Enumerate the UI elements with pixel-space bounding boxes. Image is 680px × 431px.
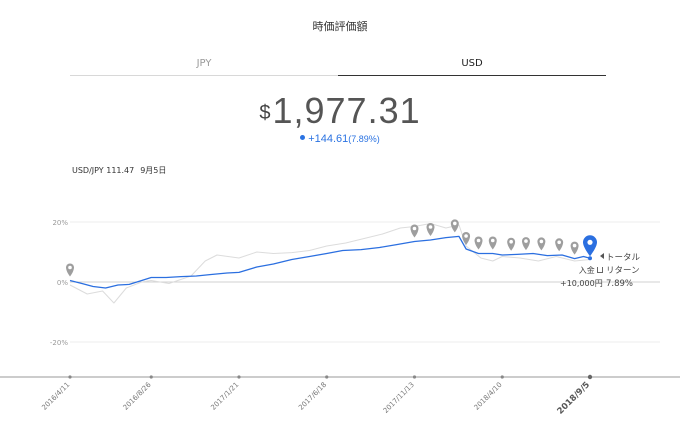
pin-hole (572, 243, 577, 248)
pin-hole (490, 238, 495, 243)
x-tick-dot (237, 375, 241, 379)
market-value: $1,977.31 (0, 90, 680, 132)
x-tick-label: 2018/4/10 (473, 381, 504, 412)
deposit-legend: 入金 +10,000円 (560, 264, 603, 290)
current-value-marker[interactable] (583, 235, 597, 261)
pin-hole (464, 234, 468, 238)
map-pin-icon (474, 236, 483, 250)
deposit-marker-pin[interactable] (521, 237, 530, 251)
deposit-marker-pin[interactable] (474, 236, 483, 250)
x-tick-label: 2017/1/21 (209, 381, 240, 412)
deposit-marker-pin[interactable] (488, 236, 497, 250)
deposit-label: 入金 (578, 266, 595, 275)
change-dot-icon (300, 135, 306, 140)
map-pin-icon (450, 219, 459, 233)
pin-hole (453, 221, 457, 226)
x-tick-label: 2018/9/5 (556, 380, 593, 417)
pin-hole (68, 265, 72, 270)
value-change: +144.61(7.89%) (0, 133, 680, 145)
market-value-amount: 1,977.31 (272, 90, 421, 131)
primary-series-line (69, 235, 591, 289)
pin-hole (524, 239, 528, 243)
map-pin-icon (521, 237, 530, 251)
x-tick-dot (500, 375, 504, 379)
x-tick-dot (325, 375, 329, 379)
x-tick-dot (412, 375, 417, 379)
pointer-icon (600, 253, 604, 259)
pin-hole (509, 239, 513, 244)
pin-hole (476, 238, 481, 243)
map-pin-icon (410, 224, 419, 238)
x-tick-label: 2016/8/26 (122, 380, 153, 411)
map-pin-icon (507, 237, 516, 251)
deposit-marker-pin[interactable] (537, 237, 546, 251)
total-return-label-line1: トータル (606, 253, 641, 263)
x-tick-label: 2017/6/18 (297, 381, 328, 412)
map-pin-icon (537, 237, 546, 251)
x-tick-label: 2016/4/11 (40, 381, 71, 412)
deposit-marker-pin[interactable] (507, 237, 516, 251)
map-pin-icon (570, 241, 579, 255)
currency-sign: $ (259, 102, 271, 124)
pin-hole (412, 226, 417, 231)
y-tick-label: 20% (52, 219, 68, 227)
map-pin-icon (583, 235, 597, 257)
tab-usd[interactable]: USD (338, 58, 606, 76)
x-tick-label: 2017/11/13 (382, 381, 416, 415)
current-point (588, 256, 592, 261)
total-return-legend: トータル リターン 7.89% (600, 252, 640, 291)
tab-jpy[interactable]: JPY (70, 58, 338, 76)
currency-tabs: JPY USD (70, 58, 606, 76)
deposit-marker-pin[interactable] (410, 224, 419, 238)
deposit-marker-pin[interactable] (555, 238, 564, 252)
map-pin-icon (462, 232, 471, 245)
map-pin-icon (555, 238, 564, 252)
fx-rate: USD/JPY 111.47 (72, 166, 135, 175)
deposit-marker-pin[interactable] (462, 232, 471, 245)
x-tick-dot (587, 374, 593, 380)
y-tick-label: -20% (50, 339, 68, 347)
secondary-series-line (69, 223, 591, 304)
x-tick-dot (68, 375, 72, 379)
total-return-value: 7.89% (606, 279, 634, 289)
fx-rate-info: USD/JPY 111.47 9月5日 (72, 165, 172, 176)
pin-hole (557, 240, 561, 245)
pin-hole (428, 225, 433, 229)
change-amount: +144.61 (308, 133, 349, 145)
y-tick-label: 0% (57, 279, 68, 287)
x-tick-dot (149, 375, 153, 379)
change-percent: (7.89%) (348, 134, 380, 144)
map-pin-icon (488, 236, 497, 250)
deposit-value: +10,000円 (560, 279, 603, 288)
fx-date: 9月5日 (140, 166, 167, 175)
pin-hole (539, 239, 544, 244)
total-return-label-line2: リターン (606, 266, 640, 276)
map-pin-icon (66, 263, 74, 277)
map-pin-icon (426, 223, 435, 236)
page-title: 時価評価額 (312, 20, 368, 33)
deposit-icon (596, 267, 603, 273)
pin-hole (587, 239, 593, 245)
deposit-marker-pin[interactable] (66, 263, 74, 277)
deposit-marker-pin[interactable] (570, 241, 579, 255)
deposit-marker-pin[interactable] (426, 223, 435, 236)
deposit-marker-pin[interactable] (450, 219, 459, 233)
